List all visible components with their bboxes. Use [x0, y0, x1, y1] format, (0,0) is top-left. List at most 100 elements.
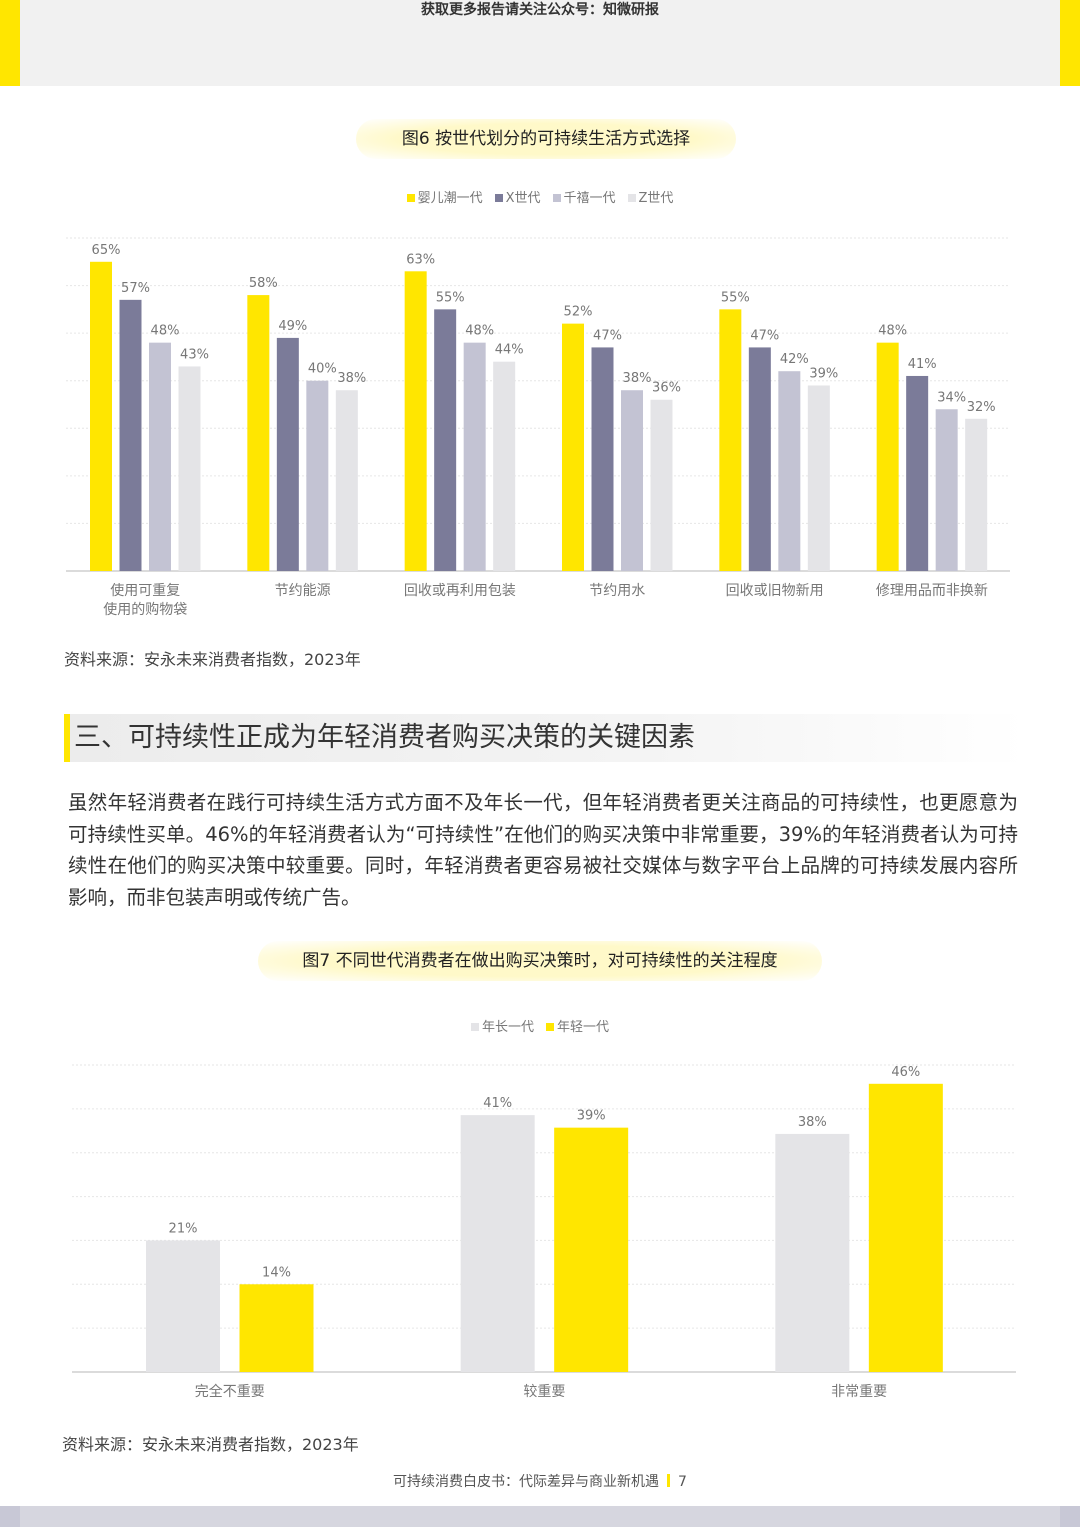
bottom-accent-left: [0, 1506, 20, 1527]
figure7-data-label: 14%: [262, 1265, 291, 1280]
figure6-data-label: 49%: [278, 319, 307, 334]
figure6-bar: [178, 366, 201, 571]
figure7-bar: [239, 1284, 314, 1372]
figure7-legend-swatch: [470, 1023, 479, 1031]
figure6-legend-swatch: [552, 194, 561, 202]
figure7-bar: [775, 1133, 850, 1372]
figure6-data-label: 43%: [180, 347, 209, 362]
figure6-data-label: 38%: [623, 371, 652, 386]
figure6-bar: [90, 261, 112, 571]
figure7-bar: [868, 1083, 943, 1372]
figure6-bar: [621, 390, 643, 571]
figure6-data-label: 38%: [337, 371, 366, 386]
figure7-legend: 年长一代 年轻一代: [0, 1016, 1080, 1035]
figure7-bar: [460, 1115, 535, 1372]
figure7-bar: [146, 1240, 220, 1372]
top-accent-left: [0, 0, 20, 86]
figure6-bar: [965, 418, 988, 571]
figure6-bar: [748, 347, 771, 571]
figure6-data-label: 40%: [308, 362, 337, 377]
figure7-legend-label: 年轻一代: [557, 1020, 610, 1035]
figure7-title: 图7 不同世代消费者在做出购买决策时，对可持续性的关注程度: [258, 941, 822, 981]
figure6-title: 图6 按世代划分的可持续生活方式选择: [356, 119, 736, 159]
figure6-legend-swatch: [406, 194, 415, 202]
figure6-legend-label: 婴儿潮一代: [417, 191, 483, 206]
figure6-legend: 婴儿潮一代 X世代 千禧一代 Z世代: [0, 187, 1080, 206]
figure6-data-label: 52%: [564, 305, 593, 320]
figure7-category-label: 完全不重要: [195, 1383, 265, 1400]
figure6-category-label: 节约能源: [275, 583, 331, 599]
figure6-data-label: 42%: [780, 352, 809, 367]
figure6-legend-item: 千禧一代: [552, 187, 616, 206]
figure6-category-label: 使用可重复: [110, 582, 180, 599]
figure6-bar: [149, 342, 171, 571]
figure7-data-label: 39%: [577, 1109, 606, 1124]
page-footer: 可持续消费白皮书：代际差异与商业新机遇 7: [0, 1471, 1080, 1491]
figure6-data-label: 32%: [967, 400, 996, 415]
footer-divider: [667, 1474, 671, 1487]
figure6-data-label: 58%: [249, 276, 278, 291]
section-heading-box: 三、可持续性正成为年轻消费者购买决策的关键因素: [64, 714, 1026, 762]
figure6-bar: [591, 347, 614, 571]
figure6-bar: [650, 399, 673, 571]
figure6-bar: [807, 385, 830, 571]
figure6-bar: [276, 337, 299, 571]
figure7-data-label: 46%: [891, 1065, 920, 1080]
figure6-legend-item: Z世代: [627, 187, 674, 206]
figure6-legend-item: 婴儿潮一代: [406, 187, 483, 206]
figure7-bar: [554, 1127, 629, 1372]
section-heading: 三、可持续性正成为年轻消费者购买决策的关键因素: [74, 722, 695, 753]
figure6-bar: [335, 390, 358, 571]
figure7-legend-item: 年长一代: [470, 1016, 534, 1035]
figure7-category-label: 较重要: [523, 1384, 565, 1400]
figure7-data-label: 41%: [483, 1096, 512, 1111]
figure6-bar: [562, 323, 584, 571]
figure6-category-label: 节约用水: [589, 583, 645, 599]
figure7-data-label: 38%: [798, 1115, 827, 1130]
figure6-bar: [306, 380, 329, 571]
figure6-chart: 65%57%48%43%使用可重复使用的购物袋58%49%40%38%节约能源6…: [66, 237, 1010, 618]
figure7-legend-label: 年长一代: [481, 1020, 534, 1035]
figure6-bar: [247, 295, 270, 571]
figure6-bar: [463, 342, 486, 571]
figure6-data-label: 41%: [908, 357, 937, 372]
figure6-data-label: 47%: [750, 328, 779, 343]
figure6-data-label: 39%: [809, 366, 838, 381]
figure6-legend-swatch: [494, 194, 503, 202]
figure7-chart: 21% 14% 完全不重要 41% 39% 较重要 38% 46% 非常重要: [72, 1064, 1016, 1400]
figure6-legend-swatch: [627, 194, 636, 202]
figure6-category-label: 回收或再利用包装: [404, 583, 516, 599]
figure6-bar: [876, 342, 899, 571]
figure7-legend-swatch: [546, 1023, 554, 1031]
footer-title: 可持续消费白皮书：代际差异与商业新机遇: [393, 1474, 660, 1490]
figure6-bar: [719, 309, 742, 571]
figure6-legend-item: X世代: [494, 187, 541, 206]
figure6-data-label: 44%: [495, 343, 524, 358]
top-banner: 获取更多报告请关注公众号：知微研报: [0, 0, 1080, 86]
figure6-data-label: 57%: [121, 281, 150, 296]
figure6-bar: [493, 361, 516, 571]
header-notice: 获取更多报告请关注公众号：知微研报: [421, 2, 659, 18]
figure6-data-label: 48%: [465, 324, 494, 339]
figure6-data-label: 55%: [721, 290, 750, 305]
figure6-category-label: 修理用品而非换新: [876, 582, 988, 599]
figure7-category-label: 非常重要: [831, 1384, 887, 1400]
figure6-data-label: 55%: [436, 290, 465, 305]
figure6-bar: [434, 309, 457, 571]
figure6-bar: [778, 371, 801, 571]
figure6-legend-label: Z世代: [638, 191, 674, 206]
figure7-legend-item: 年轻一代: [546, 1016, 609, 1035]
figure6-bar: [906, 375, 929, 571]
figure6-category-label: 回收或旧物新用: [726, 583, 824, 599]
bottom-accent-right: [1060, 1506, 1080, 1527]
section-paragraph: 虽然年轻消费者在践行可持续生活方式方面不及年长一代，但年轻消费者更关注商品的可持…: [68, 791, 1018, 909]
figure6-bar: [119, 299, 142, 571]
figure7-source: 资料来源：安永未来消费者指数，2023年: [62, 1435, 359, 1454]
figure6-data-label: 36%: [652, 381, 681, 396]
figure6-data-label: 47%: [593, 328, 622, 343]
page-number: 7: [678, 1474, 687, 1490]
figure6-data-label: 48%: [151, 324, 180, 339]
figure6-category-label: 使用的购物袋: [103, 601, 187, 618]
figure6-legend-label: X世代: [505, 191, 541, 206]
figure6-bar: [935, 409, 958, 571]
